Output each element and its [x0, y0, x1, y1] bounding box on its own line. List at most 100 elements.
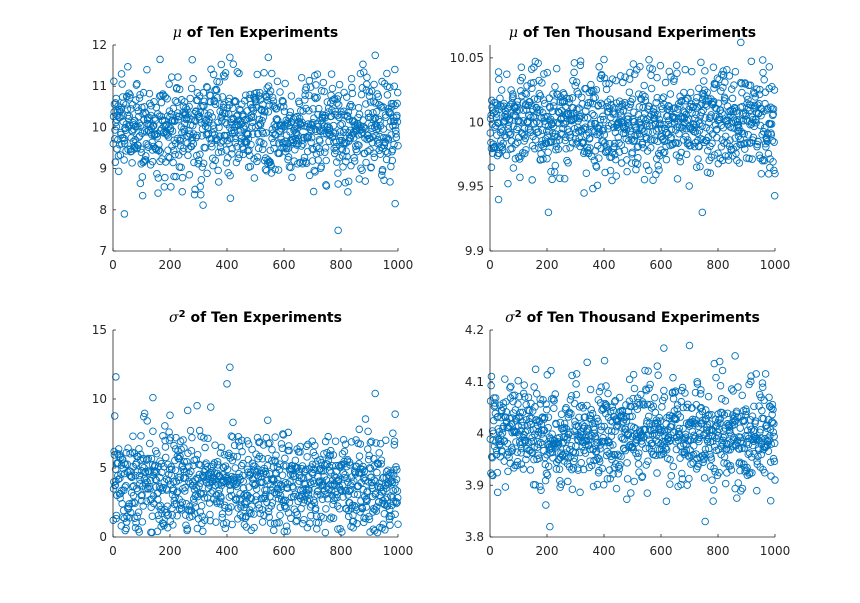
data-point — [629, 443, 637, 451]
data-point — [700, 77, 708, 85]
data-point — [159, 432, 167, 440]
data-point — [374, 92, 383, 101]
data-point — [163, 511, 171, 520]
data-point — [138, 491, 146, 499]
data-point — [718, 109, 726, 117]
data-point — [770, 419, 778, 428]
data-point — [392, 499, 401, 508]
data-point — [392, 475, 401, 484]
data-point — [135, 445, 143, 453]
data-point — [312, 81, 320, 89]
y-tick-label: 15 — [92, 323, 107, 337]
data-point — [206, 109, 214, 117]
data-point — [683, 403, 691, 412]
data-point — [695, 437, 703, 446]
data-point — [526, 446, 534, 455]
data-point — [530, 443, 539, 451]
data-point — [153, 133, 161, 141]
data-point — [362, 100, 370, 108]
data-point — [392, 133, 401, 142]
data-point — [163, 502, 172, 510]
y-tick-label: 4.1 — [465, 375, 484, 389]
data-point — [515, 106, 524, 114]
data-point — [573, 138, 582, 146]
data-point — [694, 142, 703, 150]
data-point — [247, 140, 255, 149]
data-point — [508, 446, 517, 454]
data-point — [760, 75, 768, 84]
data-point — [509, 164, 518, 172]
data-point — [121, 483, 129, 491]
data-point — [378, 77, 386, 86]
data-point — [728, 94, 737, 103]
data-point — [721, 397, 730, 405]
data-point — [653, 73, 661, 82]
x-tick-label: 1000 — [760, 544, 791, 558]
data-point — [735, 458, 744, 466]
data-point — [205, 118, 213, 127]
data-point — [678, 125, 687, 133]
data-point — [331, 107, 340, 116]
data-point — [770, 457, 779, 466]
data-point — [385, 107, 393, 116]
data-point — [182, 521, 190, 529]
data-point — [602, 79, 610, 88]
data-point — [509, 92, 517, 101]
data-point — [272, 451, 280, 459]
data-point — [362, 158, 370, 167]
data-point — [340, 447, 349, 456]
data-point — [565, 408, 573, 417]
data-point — [625, 375, 634, 384]
data-point — [358, 83, 367, 92]
data-point — [760, 442, 768, 450]
data-point — [139, 158, 147, 167]
data-point — [239, 459, 247, 468]
data-point — [618, 408, 627, 416]
data-point — [180, 444, 188, 452]
data-point — [628, 148, 636, 157]
data-point — [765, 393, 773, 402]
data-point — [744, 440, 753, 449]
data-point — [391, 126, 400, 135]
data-point — [138, 518, 147, 526]
data-point — [372, 503, 381, 511]
data-point — [315, 104, 323, 113]
data-point — [737, 487, 745, 495]
data-point — [214, 148, 223, 157]
data-point — [338, 146, 347, 154]
data-point — [709, 497, 717, 505]
data-point — [175, 85, 184, 94]
data-point — [534, 440, 543, 449]
data-point — [187, 446, 196, 455]
data-point — [135, 528, 143, 536]
data-point — [186, 94, 194, 103]
data-point — [657, 445, 666, 454]
data-point — [111, 481, 120, 489]
data-point — [543, 471, 552, 479]
y-tick-label: 9 — [99, 162, 107, 176]
data-point — [141, 156, 150, 164]
data-point — [353, 519, 361, 528]
data-point — [747, 57, 756, 66]
data-point — [545, 127, 553, 135]
data-point — [656, 426, 665, 434]
data-point — [770, 166, 778, 175]
data-point — [212, 86, 221, 94]
data-point — [546, 522, 554, 531]
data-point — [757, 450, 766, 459]
data-point — [171, 97, 180, 105]
data-point — [311, 441, 319, 450]
data-point — [751, 93, 760, 101]
data-point — [221, 504, 229, 512]
title-symbol: σ — [505, 310, 515, 326]
data-point — [213, 93, 222, 102]
data-point — [326, 515, 334, 523]
data-point — [145, 89, 154, 98]
data-point — [492, 113, 501, 122]
data-point — [275, 518, 283, 527]
data-point — [603, 147, 611, 155]
data-point — [529, 407, 537, 415]
data-point — [357, 478, 365, 487]
data-point — [173, 488, 181, 497]
data-point — [183, 457, 191, 466]
